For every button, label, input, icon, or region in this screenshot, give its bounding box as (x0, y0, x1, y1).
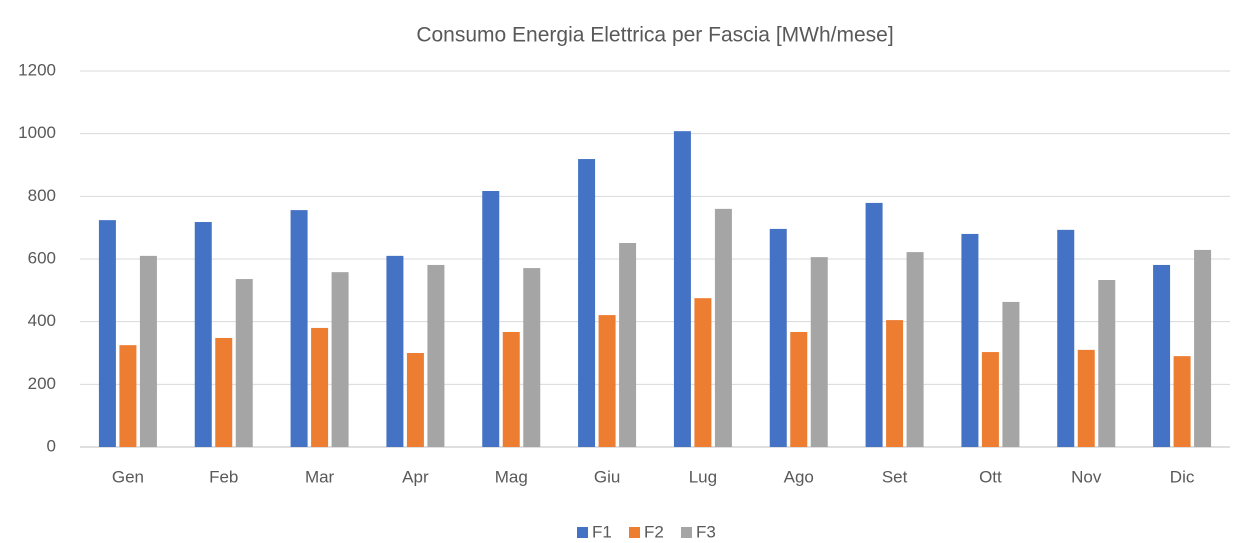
bar (1153, 264, 1171, 447)
x-tick-label: Dic (1170, 467, 1195, 486)
bar (1194, 249, 1212, 447)
bar (906, 252, 924, 447)
legend-label: F2 (644, 522, 664, 541)
legend-swatch (629, 527, 640, 538)
legend-swatch (681, 527, 692, 538)
legend-label: F3 (696, 522, 716, 541)
bar (694, 298, 712, 447)
bar (194, 222, 212, 447)
x-tick-label: Ott (979, 467, 1002, 486)
x-tick-label: Apr (402, 467, 429, 486)
x-tick-label: Lug (689, 467, 717, 486)
bar (810, 257, 828, 447)
legend-swatch (577, 527, 588, 538)
bar (98, 220, 116, 447)
x-tick-label: Mar (305, 467, 335, 486)
bar (714, 208, 732, 447)
bar (1077, 349, 1095, 447)
bar (523, 268, 541, 447)
bar (619, 243, 637, 447)
x-tick-label: Giu (594, 467, 620, 486)
y-tick-label: 1200 (18, 60, 56, 79)
bar (139, 255, 157, 447)
bar (961, 233, 979, 447)
y-tick-label: 400 (28, 311, 56, 330)
bar (1098, 279, 1116, 447)
bar (673, 131, 691, 447)
bar (1002, 301, 1020, 447)
bar (215, 337, 233, 447)
bar (790, 332, 808, 447)
x-tick-label: Set (882, 467, 908, 486)
bar (406, 353, 424, 447)
bar (578, 159, 596, 447)
x-tick-label: Nov (1071, 467, 1102, 486)
bar (331, 272, 349, 447)
bar (886, 320, 904, 447)
bar (290, 210, 308, 447)
bar (427, 264, 445, 447)
x-tick-label: Feb (209, 467, 238, 486)
bar (482, 191, 500, 447)
bar (769, 228, 787, 447)
x-tick-label: Ago (784, 467, 814, 486)
bar (1057, 229, 1075, 447)
chart-title: Consumo Energia Elettrica per Fascia [MW… (416, 24, 893, 47)
bar (502, 332, 520, 447)
y-tick-label: 800 (28, 186, 56, 205)
bar (119, 345, 137, 447)
bar (235, 279, 253, 447)
bar (386, 255, 404, 447)
x-tick-label: Mag (495, 467, 528, 486)
y-tick-label: 200 (28, 374, 56, 393)
bar (1173, 356, 1191, 447)
legend-label: F1 (592, 522, 612, 541)
y-tick-label: 1000 (18, 123, 56, 142)
bar (311, 327, 329, 447)
bar (981, 352, 999, 447)
bar (598, 315, 616, 447)
y-tick-label: 600 (28, 248, 56, 267)
y-tick-label: 0 (47, 436, 56, 455)
x-tick-label: Gen (112, 467, 144, 486)
bar (865, 202, 883, 447)
